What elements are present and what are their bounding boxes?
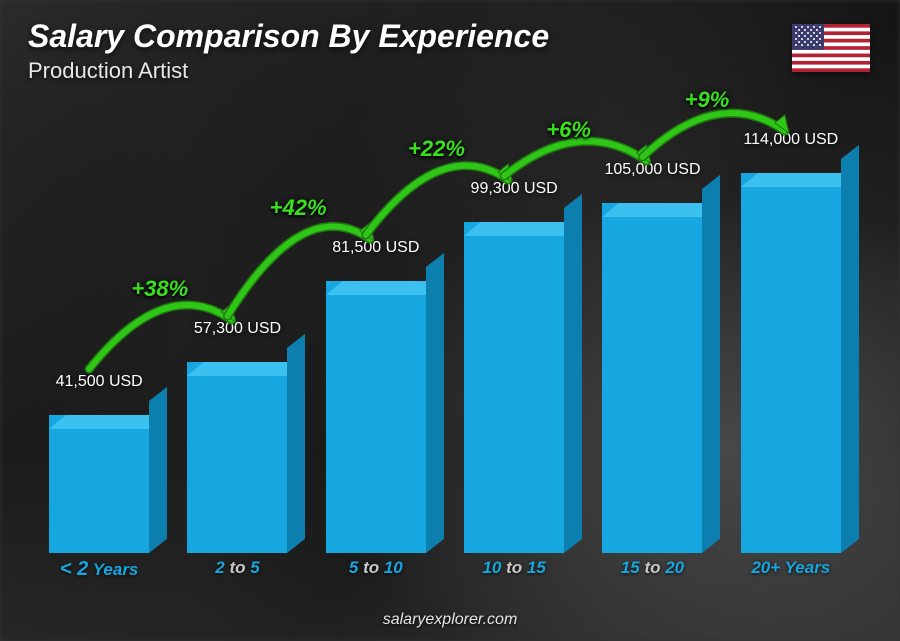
bar: 81,500 USD	[316, 281, 436, 553]
pct-increase-label: +9%	[685, 87, 730, 113]
x-axis-label: 20+ Years	[731, 558, 851, 581]
flag-icon	[792, 24, 870, 72]
x-axis-label: 5 to 10	[316, 558, 436, 581]
bar-value-label: 114,000 USD	[743, 131, 838, 149]
infographic: Salary Comparison By Experience Producti…	[0, 0, 900, 641]
pct-increase-label: +38%	[131, 276, 188, 302]
bar-value-label: 99,300 USD	[471, 180, 558, 198]
bar-value-label: 105,000 USD	[604, 161, 700, 179]
x-axis-label: 15 to 20	[592, 558, 712, 581]
bar: 57,300 USD	[177, 362, 297, 553]
chart-title: Salary Comparison By Experience	[28, 18, 549, 55]
x-axis-label: 2 to 5	[177, 558, 297, 581]
bar: 41,500 USD	[39, 415, 159, 553]
bar-value-label: 57,300 USD	[194, 320, 281, 338]
pct-increase-label: +6%	[546, 117, 591, 143]
bar: 114,000 USD	[731, 173, 851, 553]
bar: 105,000 USD	[592, 203, 712, 553]
bar-value-label: 81,500 USD	[332, 239, 419, 257]
footer-credit: salaryexplorer.com	[0, 611, 900, 629]
x-axis-label: 10 to 15	[454, 558, 574, 581]
pct-increase-label: +22%	[408, 136, 465, 162]
bar: 99,300 USD	[454, 222, 574, 553]
bar-chart: 41,500 USD57,300 USD81,500 USD99,300 USD…	[30, 91, 860, 581]
pct-increase-label: +42%	[270, 195, 327, 221]
bar-value-label: 41,500 USD	[56, 373, 143, 391]
x-axis-label: < 2 Years	[39, 558, 159, 581]
chart-subtitle: Production Artist	[28, 58, 188, 84]
